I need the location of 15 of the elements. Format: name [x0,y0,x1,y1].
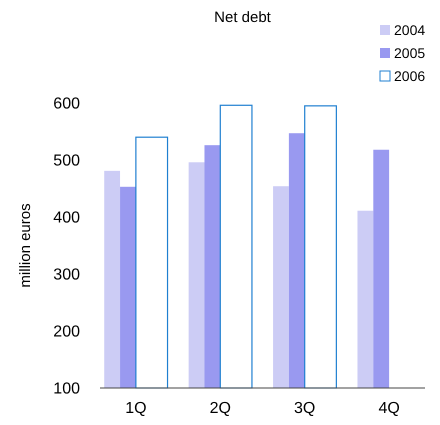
x-tick-label: 1Q [125,400,147,417]
y-axis-title: million euros [17,203,34,288]
y-tick-label: 600 [53,96,80,113]
y-tick-label: 500 [53,152,80,170]
x-tick-label: 4Q [378,400,400,417]
x-tick-label: 3Q [294,400,316,417]
legend-label: 2004 [394,22,426,38]
y-tick-label: 200 [53,324,80,341]
legend-label: 2005 [394,44,426,61]
x-tick-label: 2Q [210,400,231,417]
legend-label: 2006 [394,68,426,84]
y-tick-label: 100 [53,380,80,398]
y-tick-label: 300 [53,266,80,284]
chart-title: Net debt [214,9,272,26]
y-tick-label: 400 [53,210,80,227]
